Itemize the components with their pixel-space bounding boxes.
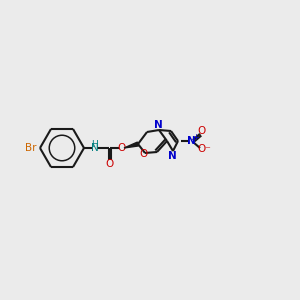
Text: N: N <box>187 136 195 146</box>
Text: O: O <box>105 159 113 169</box>
Text: O: O <box>118 143 126 153</box>
Text: O: O <box>139 149 147 159</box>
Text: N: N <box>154 121 162 130</box>
Text: Br: Br <box>26 143 37 153</box>
Text: N: N <box>91 143 99 153</box>
Text: ⁻: ⁻ <box>204 145 210 155</box>
Text: O: O <box>198 144 206 154</box>
Text: O: O <box>198 126 206 136</box>
Text: +: + <box>193 134 200 142</box>
Text: H: H <box>92 140 98 149</box>
Polygon shape <box>124 142 139 148</box>
Text: N: N <box>168 151 176 161</box>
